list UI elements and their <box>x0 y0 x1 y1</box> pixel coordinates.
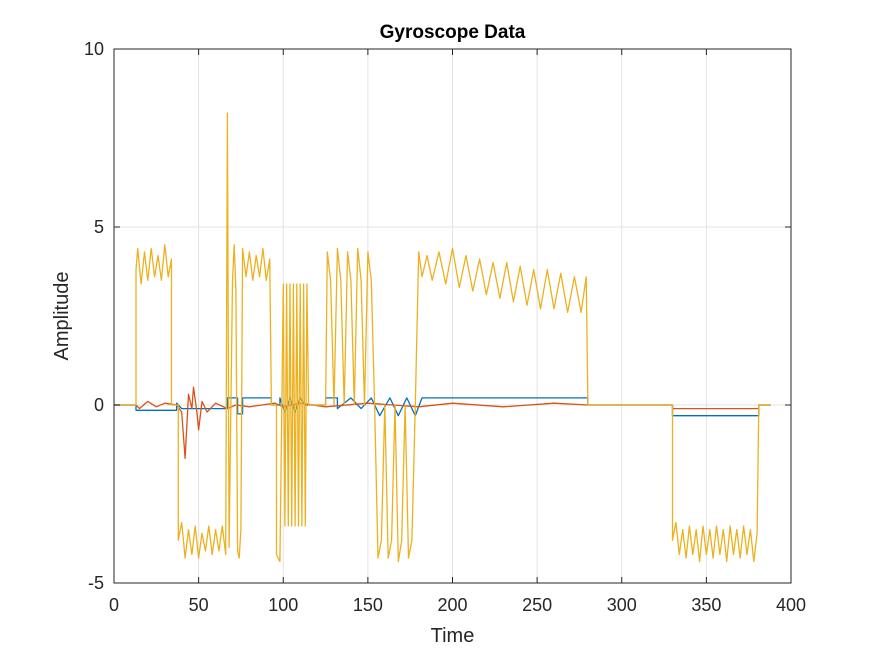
y-axis-label: Amplitude <box>51 272 73 361</box>
axes <box>113 48 792 584</box>
y-tick-label: 5 <box>94 217 104 237</box>
series-layer <box>114 112 771 563</box>
y-tick-label: -5 <box>88 573 104 593</box>
x-tick-label: 100 <box>268 595 298 615</box>
chart-title: Gyroscope Data <box>380 22 526 43</box>
y-tick-label: 10 <box>84 39 104 59</box>
x-tick-label: 50 <box>189 595 209 615</box>
x-tick-label: 350 <box>691 595 721 615</box>
series-line-3 <box>114 112 771 563</box>
x-tick-label: 0 <box>109 595 119 615</box>
x-tick-label: 400 <box>776 595 806 615</box>
series-line-1 <box>114 397 771 417</box>
y-tick-label: 0 <box>94 395 104 415</box>
x-tick-label: 200 <box>437 595 467 615</box>
x-tick-label: 300 <box>607 595 637 615</box>
x-axis-label: Time <box>431 625 475 647</box>
x-tick-label: 150 <box>353 595 383 615</box>
x-tick-label: 250 <box>522 595 552 615</box>
